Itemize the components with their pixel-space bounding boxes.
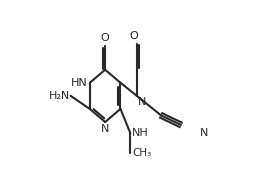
Text: N: N xyxy=(138,97,147,107)
Text: CH₃: CH₃ xyxy=(132,148,151,158)
Text: O: O xyxy=(129,31,138,41)
Text: N: N xyxy=(101,124,109,134)
Text: N: N xyxy=(200,128,208,138)
Text: NH: NH xyxy=(132,128,149,138)
Text: O: O xyxy=(101,33,110,43)
Text: H₂N: H₂N xyxy=(48,91,70,101)
Text: HN: HN xyxy=(71,78,88,88)
